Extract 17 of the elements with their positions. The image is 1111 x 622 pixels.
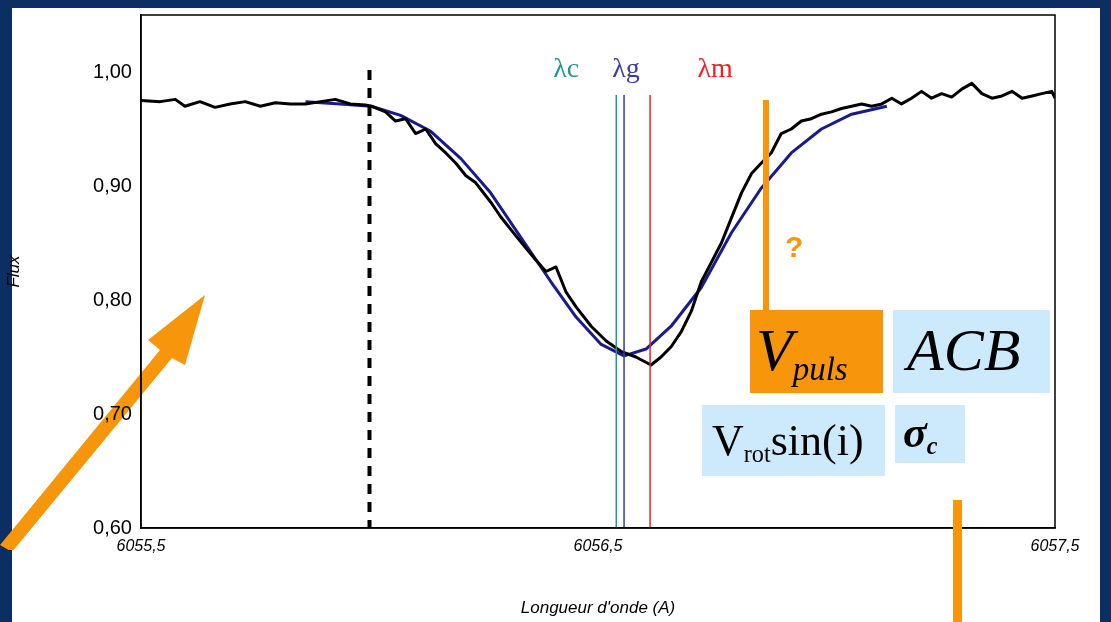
y-tick-label: 1,00 bbox=[93, 59, 132, 82]
x-tick-label: 6055,5 bbox=[116, 537, 166, 555]
y-tick-label: 0,90 bbox=[93, 173, 132, 196]
y-tick-label: 0,60 bbox=[93, 515, 132, 538]
annotation: ACB bbox=[893, 310, 1050, 393]
annotation: V$_{puls}$ bbox=[750, 310, 883, 393]
y-tick-label: 0,80 bbox=[93, 287, 132, 310]
annotation: V$_{rot}$sin(i) bbox=[702, 405, 885, 476]
x-tick-label: 6056,5 bbox=[573, 537, 623, 555]
ref-line-label: λg bbox=[612, 52, 640, 83]
x-axis-title: Longueur d'onde (A) bbox=[520, 597, 676, 617]
annotation: ? bbox=[785, 230, 804, 263]
ref-line-label: λc bbox=[553, 52, 580, 83]
annotation: σ$_{c}$ bbox=[895, 405, 965, 463]
ref-line-label: λm bbox=[697, 52, 733, 83]
y-axis-title: Flux bbox=[3, 254, 23, 288]
x-tick-label: 6057,5 bbox=[1030, 537, 1080, 555]
